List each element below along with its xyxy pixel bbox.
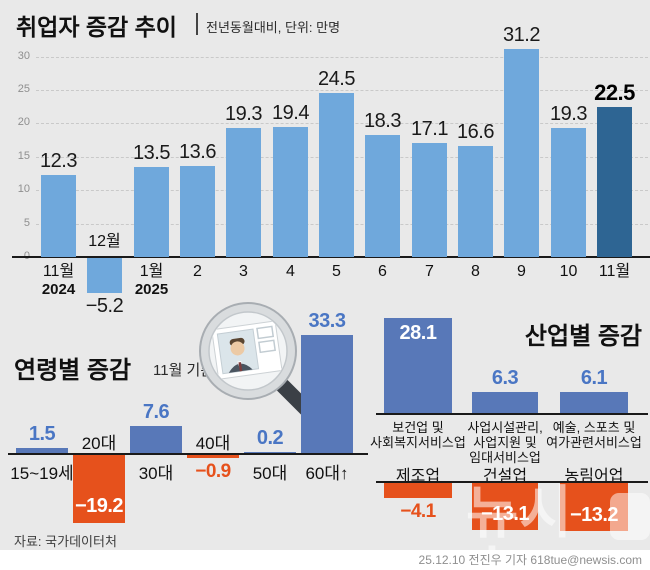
monthly-value-0: 12.3 [40, 150, 77, 172]
monthly-value-10: 31.2 [503, 24, 540, 46]
monthly-cat-0: 11월 2024 [41, 263, 76, 298]
monthly-cat-10: 9 [517, 263, 526, 280]
monthly-cat-7: 6 [378, 263, 387, 280]
age-label-2: 30대 [138, 464, 174, 483]
industry-neg-label-2: 농림어업 [564, 468, 624, 485]
age-value-1: −19.2 [74, 495, 124, 517]
monthly-value-5: 19.4 [272, 102, 309, 124]
monthly-cat-8: 7 [425, 263, 434, 280]
page-subtitle: 전년동월대비, 단위: 만명 [206, 20, 341, 35]
monthly-value-12: 22.5 [594, 80, 635, 105]
monthly-cat-5: 4 [286, 263, 295, 280]
page-title: 취업자 증감 추이 [16, 14, 177, 40]
industry-pos-value-1: 6.3 [491, 367, 519, 389]
monthly-bar-2 [134, 167, 169, 257]
industry-pos-axis-line [376, 413, 648, 415]
monthly-bar-3 [180, 166, 215, 257]
monthly-bar-5 [273, 127, 308, 257]
y-tick-label-15: 15 [17, 150, 30, 162]
monthly-bar-4 [226, 128, 261, 257]
title-divider [196, 13, 198, 35]
x-axis-line [12, 256, 650, 258]
industry-neg-bar-0 [384, 483, 452, 498]
gridline-25 [36, 90, 648, 91]
monthly-value-2: 13.5 [133, 142, 170, 164]
monthly-cat-4: 3 [239, 263, 248, 280]
age-bar-3 [187, 455, 239, 458]
industry-pos-label-2: 예술, 스포츠 및 여가관련서비스업 [546, 420, 642, 450]
y-tick-label-10: 10 [17, 183, 30, 195]
age-label-1: 20대 [81, 434, 117, 453]
monthly-bar-9 [458, 146, 493, 257]
age-label-3: 40대 [195, 434, 231, 453]
monthly-value-9: 16.6 [457, 121, 494, 143]
industry-chart-title: 산업별 증감 [524, 323, 642, 350]
monthly-bar-12 [597, 107, 632, 257]
industry-neg-axis-line [376, 481, 648, 483]
monthly-cat-11: 10 [559, 263, 578, 280]
age-value-4: 0.2 [256, 427, 284, 449]
age-value-3: −0.9 [195, 461, 231, 482]
footer-bar: 25.12.10 전진우 기자 618tue@newsis.com [0, 550, 650, 570]
age-bar-1 [73, 455, 125, 523]
industry-neg-label-1: 건설업 [482, 468, 528, 485]
y-tick-label-25: 25 [17, 83, 30, 95]
monthly-bar-6 [319, 93, 354, 257]
monthly-cat-9: 8 [471, 263, 480, 280]
monthly-cat-6: 5 [332, 263, 341, 280]
industry-pos-bar-2 [560, 392, 628, 413]
monthly-bar-0 [41, 175, 76, 257]
age-bar-0 [16, 448, 68, 453]
y-tick-label-5: 5 [23, 217, 30, 229]
monthly-cat-2: 1월 2025 [134, 263, 169, 298]
monthly-value-6: 24.5 [318, 68, 355, 90]
age-axis-line [8, 453, 368, 455]
age-value-5: 33.3 [308, 310, 346, 332]
gridline-30 [36, 57, 648, 58]
industry-pos-bar-0 [384, 318, 452, 413]
monthly-value-7: 18.3 [364, 110, 401, 132]
industry-pos-value-0: 28.1 [399, 322, 437, 344]
industry-neg-value-1: −13.1 [480, 503, 530, 525]
age-bar-4 [244, 452, 296, 453]
monthly-bar-8 [412, 143, 447, 257]
credit-text: 25.12.10 전진우 기자 618tue@newsis.com [418, 553, 642, 567]
industry-pos-label-0: 보건업 및 사회복지서비스업 [370, 420, 466, 450]
age-bar-5 [301, 335, 353, 453]
monthly-bar-11 [551, 128, 586, 257]
monthly-value-4: 19.3 [225, 103, 262, 125]
age-label-0: 15~19세 [10, 464, 74, 483]
industry-pos-label-1: 사업시설관리, 사업지원 및 임대서비스업 [467, 420, 543, 465]
industry-pos-value-2: 6.1 [580, 367, 608, 389]
age-bar-2 [130, 426, 182, 453]
monthly-value-11: 19.3 [550, 103, 587, 125]
age-chart-title: 연령별 증감 [14, 357, 132, 384]
monthly-bar-7 [365, 135, 400, 257]
age-label-5: 60대↑ [305, 464, 349, 483]
age-chart-subtitle: 11월 기준 [153, 362, 215, 379]
monthly-cat-3: 2 [193, 263, 202, 280]
industry-neg-label-0: 제조업 [395, 468, 441, 485]
industry-pos-bar-1 [472, 392, 538, 413]
monthly-cat-12: 11월 [598, 263, 631, 280]
monthly-value-3: 13.6 [179, 141, 216, 163]
age-value-2: 7.6 [142, 401, 170, 423]
y-tick-label-30: 30 [17, 50, 30, 62]
source-note: 자료: 국가데이터처 [14, 534, 117, 549]
industry-neg-bar-1 [472, 483, 538, 530]
age-value-0: 1.5 [28, 423, 56, 445]
industry-neg-value-0: −4.1 [400, 501, 436, 522]
age-label-4: 50대 [252, 464, 288, 483]
monthly-bar-1 [87, 258, 122, 293]
y-tick-label-20: 20 [17, 116, 30, 128]
industry-neg-value-2: −13.2 [569, 504, 619, 526]
monthly-bar-10 [504, 49, 539, 257]
monthly-value-8: 17.1 [411, 118, 448, 140]
monthly-value-1: −5.2 [85, 295, 124, 317]
monthly-cat-1: 12월 [88, 233, 121, 250]
